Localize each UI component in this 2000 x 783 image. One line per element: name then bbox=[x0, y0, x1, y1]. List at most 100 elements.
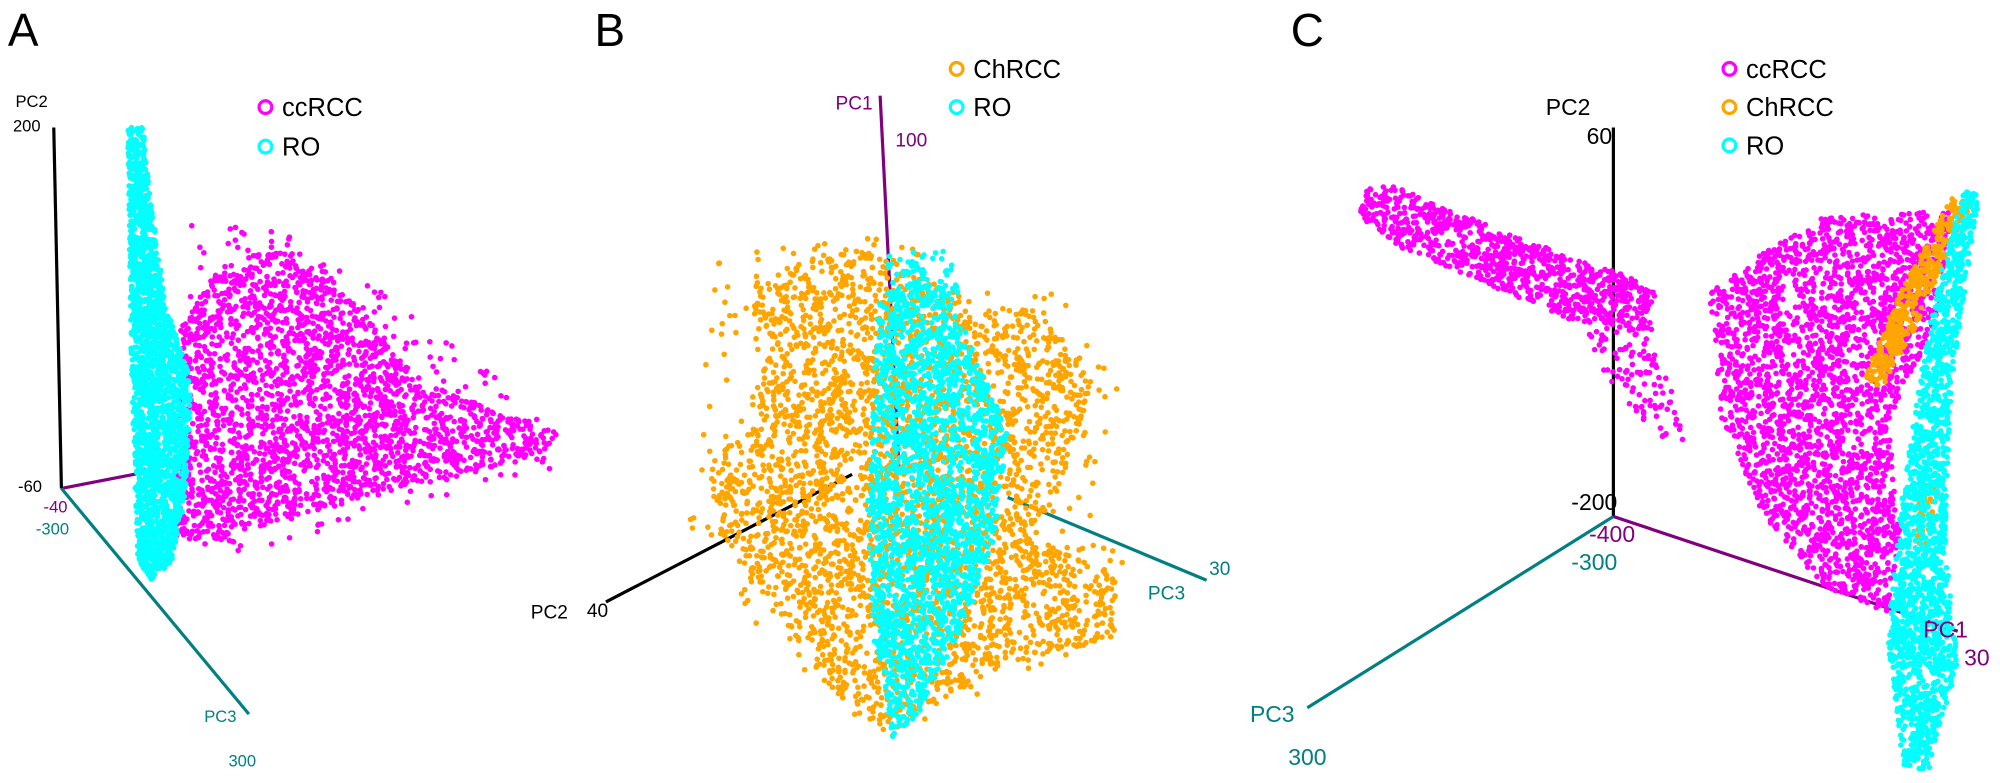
data-point-ccrcc bbox=[449, 343, 455, 349]
data-point-chrcc bbox=[843, 247, 849, 253]
data-point-ccrcc bbox=[490, 410, 496, 417]
data-point-ro bbox=[127, 261, 134, 268]
data-point-ccrcc bbox=[270, 430, 277, 436]
data-point-ccrcc bbox=[421, 426, 428, 433]
data-point-ccrcc bbox=[363, 314, 370, 320]
data-point-ccrcc bbox=[231, 285, 238, 292]
data-point-ccrcc bbox=[314, 387, 320, 393]
data-point-ccrcc bbox=[344, 379, 351, 386]
data-point-ccrcc bbox=[437, 355, 444, 362]
data-point-ccrcc bbox=[181, 525, 187, 532]
data-point-ccrcc bbox=[320, 396, 326, 402]
data-point-ccrcc bbox=[315, 323, 321, 330]
pc3-axis-a bbox=[60, 487, 251, 716]
data-point-ccrcc bbox=[292, 487, 298, 494]
data-point-ccrcc bbox=[492, 462, 498, 468]
data-point-ro bbox=[161, 365, 167, 372]
data-point-ccrcc bbox=[275, 390, 281, 397]
data-point-ccrcc bbox=[250, 329, 256, 336]
data-point-chrcc bbox=[722, 299, 728, 306]
data-point-ccrcc bbox=[353, 376, 359, 382]
data-point-ro bbox=[152, 256, 158, 262]
data-point-ccrcc bbox=[429, 412, 435, 418]
data-point-ccrcc bbox=[517, 426, 524, 432]
data-point-ro bbox=[150, 307, 157, 314]
data-point-ccrcc bbox=[221, 270, 228, 276]
data-point-ccrcc bbox=[411, 410, 417, 416]
data-point-ccrcc bbox=[202, 319, 208, 326]
data-point-ccrcc bbox=[202, 541, 208, 547]
data-point-ro bbox=[158, 289, 165, 296]
data-point-ro bbox=[132, 371, 138, 377]
data-point-ccrcc bbox=[189, 494, 195, 500]
data-point-ro bbox=[144, 569, 150, 576]
data-point-ro bbox=[153, 413, 159, 420]
data-point-ccrcc bbox=[416, 452, 423, 459]
data-point-ro bbox=[144, 392, 151, 399]
data-point-ccrcc bbox=[321, 405, 328, 412]
data-point-ro bbox=[165, 336, 172, 343]
data-point-ccrcc bbox=[297, 330, 304, 337]
data-point-chrcc bbox=[1104, 629, 1111, 635]
data-point-ccrcc bbox=[360, 305, 366, 311]
data-point-ccrcc bbox=[404, 365, 411, 371]
data-point-ro bbox=[139, 389, 145, 396]
data-point-ccrcc bbox=[416, 394, 423, 400]
pc3-max-label-a: 300 bbox=[228, 751, 256, 770]
data-point-ccrcc bbox=[216, 377, 222, 383]
data-point-ccrcc bbox=[353, 401, 360, 408]
data-point-ccrcc bbox=[448, 439, 455, 446]
data-point-ccrcc bbox=[508, 416, 514, 422]
data-point-ccrcc bbox=[274, 349, 281, 356]
data-point-ccrcc bbox=[372, 432, 379, 439]
data-point-ccrcc bbox=[209, 523, 216, 529]
data-point-ccrcc bbox=[396, 429, 402, 435]
data-point-ccrcc bbox=[363, 326, 369, 332]
data-point-ccrcc bbox=[549, 435, 556, 442]
data-point-ro bbox=[156, 525, 162, 531]
data-point-ro bbox=[164, 378, 171, 384]
data-point-ro bbox=[133, 440, 140, 447]
data-point-ccrcc bbox=[205, 466, 212, 473]
data-point-ccrcc bbox=[276, 305, 282, 312]
data-point-ro bbox=[139, 203, 146, 210]
data-point-chrcc bbox=[869, 325, 876, 332]
data-point-ro bbox=[137, 168, 144, 174]
data-point-ro bbox=[186, 392, 193, 398]
data-point-ccrcc bbox=[270, 344, 277, 350]
data-point-ccrcc bbox=[330, 467, 336, 474]
data-point-ccrcc bbox=[351, 486, 358, 493]
data-point-ccrcc bbox=[185, 339, 192, 346]
data-point-ro bbox=[145, 482, 152, 489]
data-point-ccrcc bbox=[208, 392, 214, 398]
data-point-ccrcc bbox=[224, 517, 231, 524]
data-point-ccrcc bbox=[275, 270, 281, 277]
data-point-ccrcc bbox=[313, 409, 320, 415]
data-point-ro bbox=[136, 493, 143, 499]
data-point-ro bbox=[129, 275, 136, 281]
data-point-ccrcc bbox=[253, 457, 260, 463]
data-point-ccrcc bbox=[186, 500, 192, 506]
data-point-ccrcc bbox=[327, 493, 334, 500]
data-point-ccrcc bbox=[287, 376, 294, 383]
data-point-ccrcc bbox=[180, 322, 186, 329]
data-point-ccrcc bbox=[211, 378, 218, 384]
data-point-ccrcc bbox=[203, 421, 210, 428]
data-point-chrcc bbox=[1056, 480, 1062, 487]
data-point-ccrcc bbox=[512, 459, 518, 465]
data-point-ccrcc bbox=[234, 367, 241, 374]
data-point-ccrcc bbox=[276, 397, 283, 403]
data-point-ccrcc bbox=[302, 445, 308, 452]
data-point-ccrcc bbox=[272, 333, 279, 340]
data-point-ccrcc bbox=[440, 378, 447, 384]
data-point-ccrcc bbox=[310, 286, 317, 293]
data-point-ro bbox=[169, 429, 176, 435]
data-point-ccrcc bbox=[315, 295, 321, 302]
data-point-ccrcc bbox=[497, 471, 504, 478]
data-point-ccrcc bbox=[187, 315, 194, 321]
data-point-ro bbox=[148, 223, 155, 229]
data-point-ccrcc bbox=[390, 358, 396, 365]
data-point-ccrcc bbox=[370, 343, 377, 350]
data-point-ccrcc bbox=[328, 297, 335, 303]
data-point-ccrcc bbox=[232, 237, 239, 243]
